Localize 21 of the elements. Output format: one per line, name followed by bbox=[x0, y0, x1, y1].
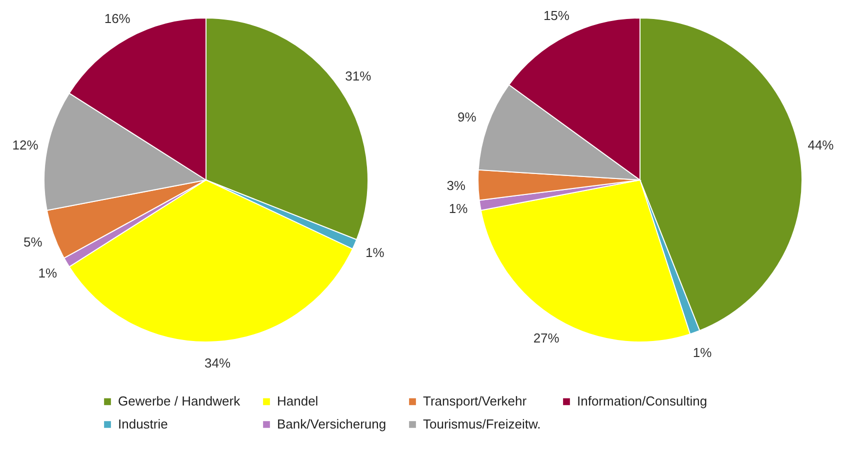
data-label: 1% bbox=[448, 200, 468, 216]
legend-label: Gewerbe / Handwerk bbox=[118, 394, 241, 409]
legend-label: Transport/Verkehr bbox=[423, 394, 528, 409]
data-label: 5% bbox=[23, 234, 43, 250]
legend-label: Tourismus/Freizeitw. bbox=[423, 416, 541, 432]
data-label: 1% bbox=[38, 266, 58, 281]
data-label: 34% bbox=[204, 356, 231, 371]
data-label: 16% bbox=[104, 10, 131, 26]
data-label: 3% bbox=[446, 178, 466, 193]
data-label: 27% bbox=[533, 330, 560, 346]
data-label: 15% bbox=[543, 8, 570, 24]
data-label: 1% bbox=[365, 245, 385, 260]
legend-label: Bank/Versicherung bbox=[277, 416, 386, 432]
data-label: 9% bbox=[457, 110, 477, 125]
legend-label: Information/Consulting bbox=[577, 394, 708, 409]
legend-label: Industrie bbox=[118, 416, 168, 432]
data-label: 44% bbox=[808, 138, 834, 153]
data-label: 12% bbox=[12, 138, 39, 153]
data-label: 1% bbox=[692, 345, 712, 360]
data-label: 31% bbox=[345, 68, 372, 84]
legend-label: Handel bbox=[277, 394, 318, 409]
